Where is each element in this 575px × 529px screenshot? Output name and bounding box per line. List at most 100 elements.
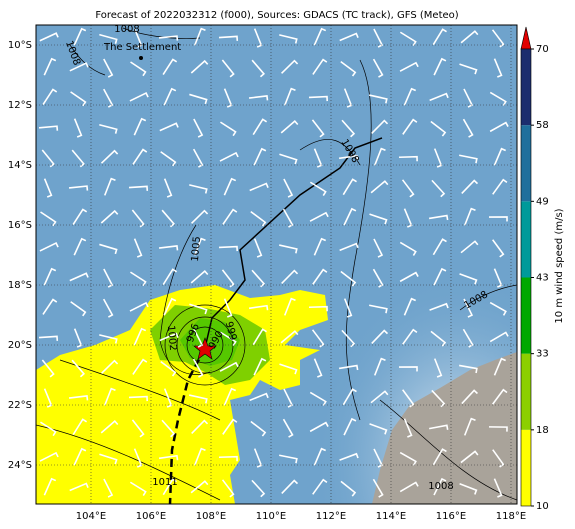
wind-barb	[429, 92, 449, 102]
lat-label: 18°S	[8, 280, 32, 291]
wind-barb	[252, 328, 267, 346]
lon-label: 116°E	[436, 511, 466, 522]
wind-barb	[73, 237, 87, 256]
colorbar-extend	[520, 26, 532, 50]
wind-barb	[432, 238, 447, 256]
lat-label: 22°S	[8, 400, 32, 411]
wind-barb	[308, 95, 329, 102]
wind-barb	[462, 328, 474, 348]
wind-barb	[249, 182, 269, 192]
wind-barb	[431, 179, 446, 198]
wind-barb	[163, 388, 173, 408]
wind-barb	[372, 268, 384, 288]
wind-barb	[340, 270, 357, 287]
isobar-label: 1005	[190, 236, 203, 262]
colorbar-segment	[521, 429, 531, 506]
wind-barb	[398, 155, 418, 162]
land	[372, 352, 517, 504]
wind-barb	[128, 395, 149, 402]
lon-label: 112°E	[316, 511, 346, 522]
wind-barb	[71, 149, 85, 168]
wind-barb	[192, 358, 204, 378]
wind-barb	[103, 177, 116, 196]
wind-barb	[248, 304, 269, 311]
wind-barb	[189, 184, 208, 194]
wind-barb	[488, 426, 508, 432]
wind-barb	[369, 304, 388, 314]
wind-barb	[158, 454, 179, 461]
wind-barb	[492, 239, 505, 258]
wind-barb	[343, 207, 357, 226]
wind-barb	[283, 297, 296, 316]
wind-barb	[129, 301, 149, 312]
wind-barb	[429, 424, 449, 430]
wind-barb	[221, 269, 235, 288]
wind-barb	[458, 364, 478, 374]
title: Forecast of 2022032312 (f000), Sources: …	[95, 10, 458, 21]
wind-barb	[191, 419, 209, 434]
wind-barb	[402, 389, 415, 408]
wind-barb	[68, 395, 89, 401]
wind-barb	[129, 481, 147, 496]
wind-barb	[399, 241, 417, 256]
wind-barb	[281, 269, 299, 284]
wind-barb	[373, 238, 384, 258]
wind-barb	[251, 269, 266, 288]
wind-barb	[341, 119, 356, 138]
colorbar-segment	[521, 125, 531, 202]
wind-barb	[43, 57, 57, 76]
wind-barb	[102, 298, 114, 318]
wind-barb	[41, 359, 55, 378]
wind-barb	[461, 389, 478, 405]
wind-barb	[343, 298, 353, 318]
wind-barb	[133, 117, 147, 136]
wind-barb	[371, 119, 389, 134]
lon-label: 110°E	[256, 511, 286, 522]
wind-barb	[38, 125, 59, 131]
wind-barb	[489, 121, 509, 133]
wind-barb	[463, 207, 476, 226]
wind-barb	[280, 330, 299, 344]
wind-barb	[428, 214, 449, 221]
wind-barb	[253, 357, 267, 376]
wind-barb	[223, 177, 237, 196]
wind-barb	[283, 388, 294, 408]
wind-barb	[459, 154, 478, 164]
wind-barb	[338, 154, 359, 161]
wind-barb	[219, 361, 239, 372]
wind-barb	[193, 328, 204, 348]
wind-barb	[342, 178, 357, 196]
wind-barb	[372, 478, 384, 498]
wind-barb	[491, 29, 505, 48]
wind-barb	[160, 360, 177, 377]
wind-barb	[369, 213, 388, 225]
wind-barb	[103, 58, 114, 78]
wind-barb	[313, 27, 327, 46]
wind-barb	[189, 303, 208, 315]
wind-barb	[433, 267, 447, 286]
wind-barb	[312, 478, 328, 495]
wind-barb	[399, 451, 417, 466]
colorbar-segment	[521, 277, 531, 354]
wind-barb	[99, 33, 118, 44]
wind-barb	[339, 242, 359, 252]
wind-barb	[218, 455, 238, 462]
wind-barb	[193, 447, 206, 466]
colorbar: 10 18 33 43 49 58 70	[520, 26, 549, 512]
wind-barb	[489, 301, 507, 316]
wind-barb	[399, 61, 419, 72]
isobar-label: 1008	[428, 481, 453, 492]
wind-barb	[461, 179, 479, 195]
wind-barb	[340, 480, 357, 497]
wind-barb	[68, 185, 89, 191]
wind-barb	[103, 88, 114, 108]
colorbar-segment	[521, 49, 531, 126]
wind-barb	[430, 330, 447, 347]
wind-barb	[42, 88, 58, 105]
colorbar-segment	[521, 201, 531, 278]
wind-barb	[493, 58, 503, 78]
wind-barb	[309, 421, 329, 433]
wind-barb	[460, 450, 479, 464]
wind-barb	[370, 390, 389, 404]
wind-barb	[402, 118, 418, 135]
